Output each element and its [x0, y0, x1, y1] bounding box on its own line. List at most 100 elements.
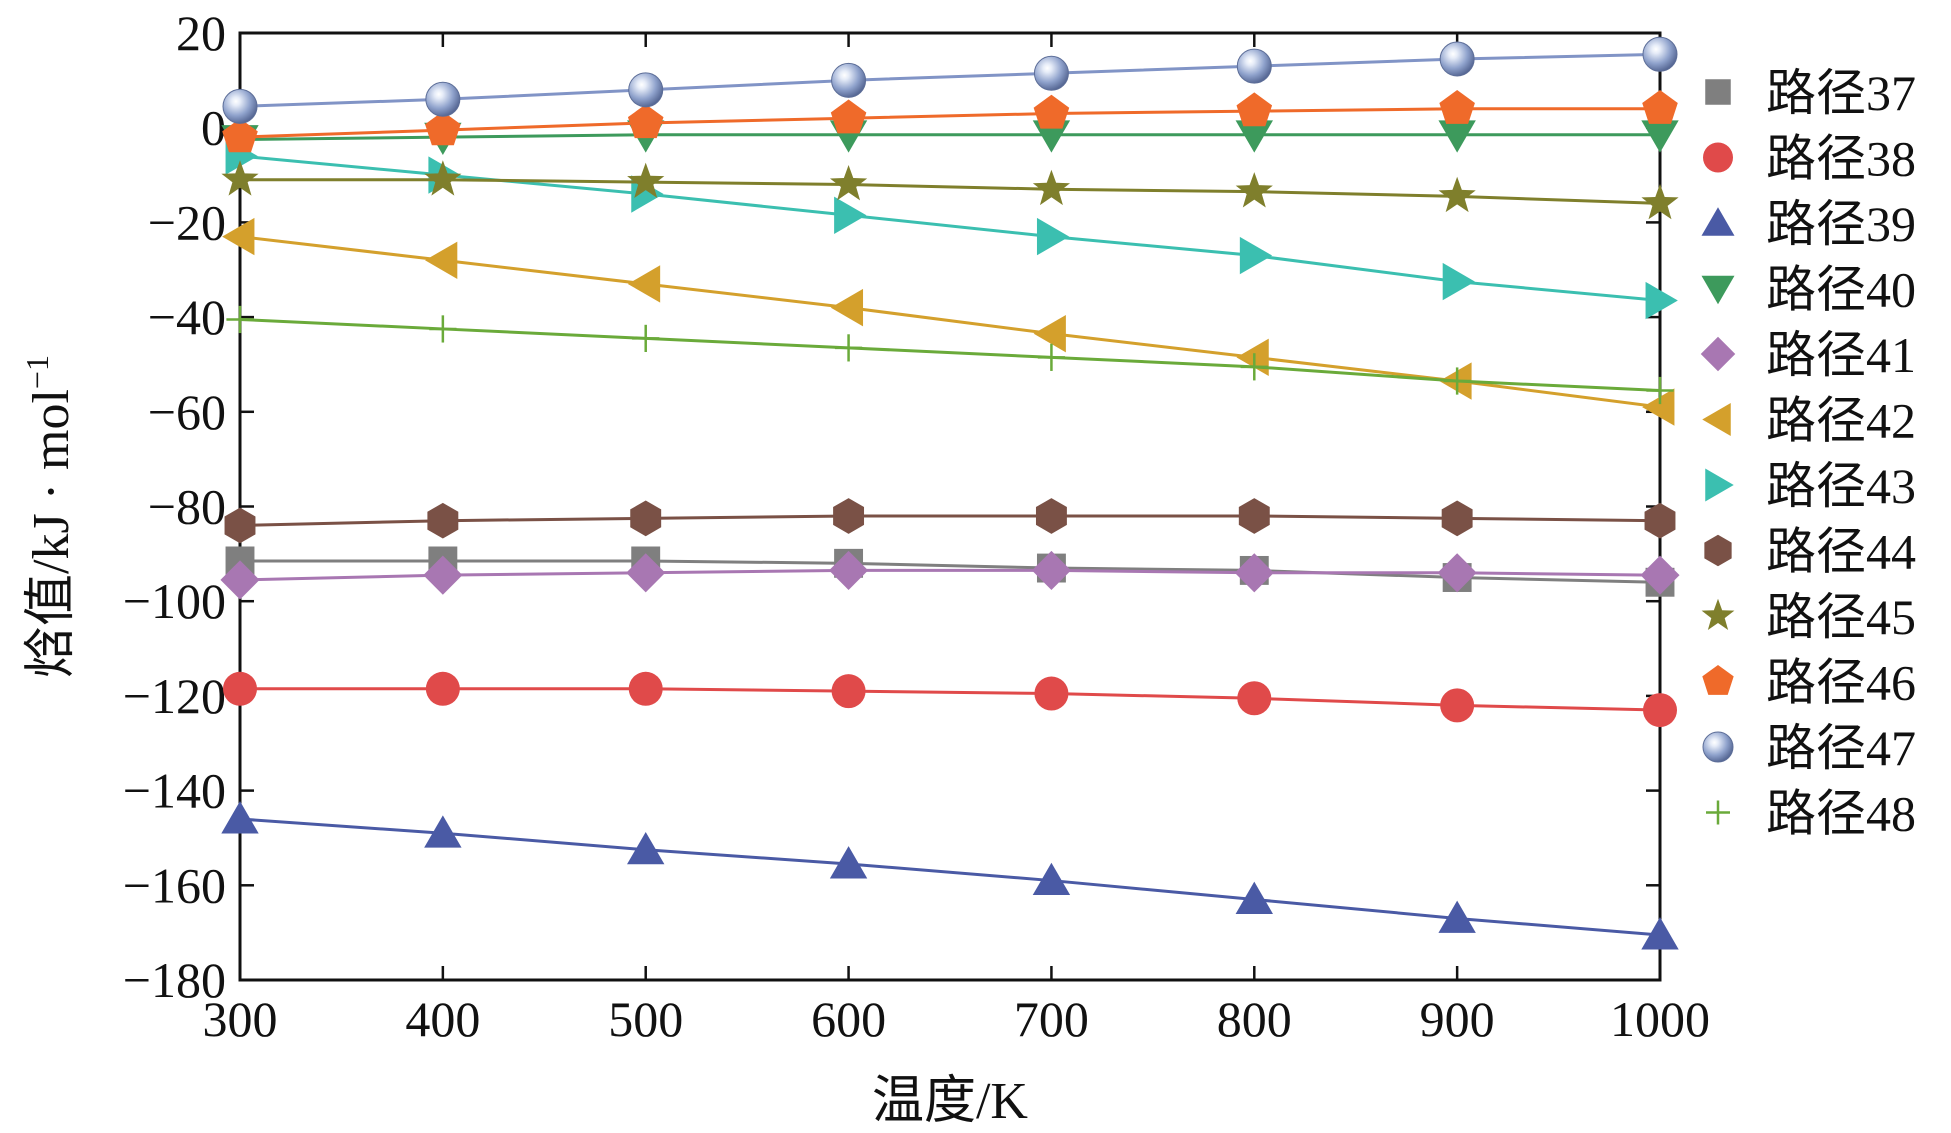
- y-tick-label: 0: [201, 100, 226, 156]
- series-line: [239, 235, 1661, 409]
- data-point: [1642, 388, 1675, 426]
- data-point: [1235, 172, 1273, 208]
- legend-marker: [1701, 598, 1735, 630]
- series-路径39: [221, 801, 1679, 950]
- data-point: [429, 315, 457, 343]
- x-tick-label: 500: [608, 991, 683, 1047]
- legend-label: 路径46: [1766, 655, 1916, 711]
- legend-item: 路径40: [1701, 262, 1916, 318]
- legend-marker: [1703, 142, 1733, 173]
- legend: 路径37 路径38 路径39 路径40 路径41 路径42 路径43 路径44 路径45 路径46…: [1700, 65, 1916, 842]
- data-point: [1032, 169, 1071, 206]
- data-point: [424, 815, 462, 848]
- data-point: [1640, 555, 1680, 595]
- x-tick-label: 800: [1217, 991, 1292, 1047]
- data-point: [423, 555, 463, 595]
- legend-label: 路径40: [1766, 262, 1916, 318]
- legend-item: 路径46: [1702, 655, 1916, 711]
- series-line: [239, 107, 1660, 139]
- series-line: [239, 133, 1660, 142]
- data-point: [627, 831, 665, 865]
- data-point: [226, 305, 254, 334]
- data-point: [1036, 217, 1070, 256]
- legend-item: 路径41: [1700, 327, 1916, 383]
- data-point: [1440, 688, 1475, 723]
- data-point: [224, 507, 256, 544]
- data-point: [630, 500, 662, 537]
- data-point: [1033, 94, 1070, 129]
- legend-label: 路径48: [1766, 786, 1916, 842]
- y-axis-title-text: 焓值/kJ · mol: [23, 389, 80, 678]
- series-路径45: [221, 160, 1679, 220]
- data-point: [1239, 236, 1273, 275]
- data-point: [1033, 55, 1069, 91]
- data-point: [1438, 176, 1476, 213]
- data-point: [830, 99, 867, 134]
- data-point: [1441, 500, 1473, 537]
- data-point: [834, 196, 867, 234]
- data-point: [833, 498, 865, 534]
- series-line: [240, 559, 1661, 584]
- legend-marker: [1701, 207, 1735, 236]
- data-point: [1235, 120, 1273, 153]
- y-tick-label: −40: [148, 289, 226, 345]
- x-tick-label: 1000: [1610, 991, 1710, 1047]
- legend-item: 路径44: [1704, 524, 1916, 580]
- data-point: [626, 553, 666, 593]
- series-line: [239, 817, 1661, 937]
- series-line: [239, 52, 1661, 108]
- series-line: [239, 568, 1661, 582]
- y-tick-label: −100: [123, 573, 226, 629]
- data-point: [222, 88, 258, 124]
- series-路径48: [226, 305, 1674, 405]
- legend-item: 路径43: [1705, 458, 1916, 514]
- data-point: [425, 241, 458, 279]
- y-tick-label: 20: [176, 5, 226, 61]
- legend-label: 路径37: [1766, 65, 1916, 121]
- data-point: [427, 502, 459, 539]
- series-路径38: [223, 671, 1677, 728]
- data-point: [1438, 900, 1476, 933]
- legend-marker: [1705, 79, 1731, 105]
- data-point: [1034, 676, 1069, 711]
- x-tick-label: 600: [811, 991, 886, 1047]
- series-路径46: [222, 90, 1678, 153]
- x-axis-title: 温度/K: [872, 1073, 1028, 1130]
- data-point: [1442, 262, 1475, 301]
- data-point: [1642, 90, 1678, 124]
- data-point: [831, 674, 866, 709]
- data-point: [221, 160, 259, 196]
- y-tick-label: −120: [123, 668, 226, 724]
- legend-label: 路径44: [1766, 524, 1916, 580]
- legend-label: 路径47: [1766, 720, 1916, 776]
- data-point: [1031, 550, 1071, 590]
- y-tick-label: −80: [148, 479, 226, 535]
- x-tick-label: 900: [1420, 991, 1495, 1047]
- data-point: [1644, 502, 1676, 539]
- data-point: [1035, 498, 1067, 534]
- data-point: [632, 324, 660, 353]
- data-point: [425, 671, 460, 706]
- data-point: [1437, 553, 1477, 593]
- legend-item: 路径42: [1702, 393, 1916, 449]
- y-tick-label: −60: [148, 384, 226, 440]
- y-axis-title-superscript: −1: [19, 355, 55, 389]
- series-line: [239, 514, 1661, 527]
- x-tick-label: 700: [1014, 991, 1089, 1047]
- data-point: [1037, 343, 1066, 371]
- legend-label: 路径38: [1766, 131, 1916, 187]
- legend-label: 路径39: [1766, 196, 1916, 252]
- data-point: [1237, 681, 1272, 716]
- data-point: [1642, 36, 1678, 72]
- data-point: [220, 560, 260, 600]
- data-point: [1439, 90, 1475, 124]
- legend-label: 路径42: [1766, 393, 1916, 449]
- series-line: [240, 178, 1661, 205]
- legend-marker: [1700, 336, 1736, 372]
- data-point: [1438, 120, 1476, 153]
- data-point: [627, 162, 665, 198]
- data-point: [1439, 41, 1475, 77]
- series-路径41: [220, 550, 1680, 600]
- data-point: [221, 801, 259, 834]
